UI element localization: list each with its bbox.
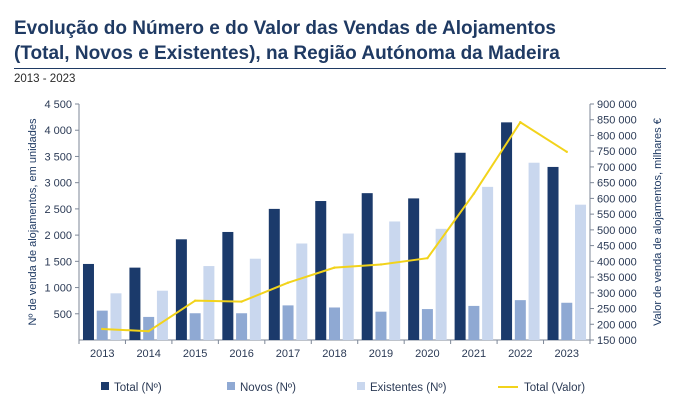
y-left-tick-label: 4 000 bbox=[44, 125, 72, 137]
bar-total-n-2021 bbox=[454, 152, 466, 340]
bar-novos-n-2019 bbox=[375, 311, 387, 340]
title-divider bbox=[14, 68, 666, 69]
bar-total-n-2019 bbox=[361, 193, 373, 340]
line-point-2014 bbox=[147, 329, 150, 333]
bar-existentes-n-2020 bbox=[435, 228, 447, 340]
y-right-tick-label: 500 000 bbox=[597, 225, 637, 237]
bar-total-n-2020 bbox=[408, 198, 420, 340]
bar-total-n-2023 bbox=[547, 166, 559, 340]
line-point-2013 bbox=[101, 327, 104, 331]
legend-swatch-0 bbox=[101, 382, 109, 390]
chart-line bbox=[101, 121, 568, 333]
x-tick-label: 2020 bbox=[415, 348, 439, 360]
bar-existentes-n-2017 bbox=[296, 243, 308, 340]
bar-novos-n-2013 bbox=[96, 310, 108, 340]
y-right-tick-label: 400 000 bbox=[597, 256, 637, 268]
line-point-2017 bbox=[286, 281, 290, 284]
bar-existentes-n-2019 bbox=[389, 221, 401, 340]
bar-existentes-n-2015 bbox=[203, 266, 215, 340]
legend-label-total-valor: Total (Valor) bbox=[524, 382, 585, 394]
y-right-tick-label: 150 000 bbox=[597, 335, 637, 347]
bar-novos-n-2015 bbox=[189, 313, 201, 340]
y-right-tick-label: 700 000 bbox=[597, 162, 637, 174]
bar-novos-n-2022 bbox=[514, 300, 526, 340]
y-left-tick-label: 2 500 bbox=[44, 204, 72, 216]
bar-novos-n-2018 bbox=[329, 307, 340, 340]
y-right-axis-title: Valor de venda de alojamentos, milhares … bbox=[652, 118, 664, 326]
y-right-tick-label: 200 000 bbox=[597, 319, 637, 331]
bar-total-n-2016 bbox=[222, 231, 234, 340]
bar-existentes-n-2013 bbox=[110, 293, 122, 340]
chart-subtitle: 2013 - 2023 bbox=[14, 73, 76, 85]
chart-bars bbox=[82, 122, 587, 340]
x-tick-label: 2019 bbox=[369, 348, 393, 360]
bar-existentes-n-2018 bbox=[342, 233, 354, 340]
x-tick-label: 2023 bbox=[555, 348, 579, 360]
bar-novos-n-2021 bbox=[468, 305, 480, 340]
y-left-tick-label: 1 500 bbox=[44, 256, 72, 268]
line-point-2019 bbox=[379, 263, 383, 266]
line-point-2022 bbox=[519, 121, 522, 124]
legend-label-0: Total (Nº) bbox=[114, 382, 162, 394]
y-right-tick-label: 600 000 bbox=[597, 193, 637, 205]
y-left-axis-title: Nº de venda de alojamentos, em unidades bbox=[27, 118, 39, 326]
y-left-tick-label: 2 000 bbox=[44, 230, 72, 242]
legend-swatch-1 bbox=[227, 382, 235, 390]
bar-novos-n-2017 bbox=[282, 305, 294, 340]
y-left-tick-label: 3 500 bbox=[44, 151, 72, 163]
x-tick-label: 2013 bbox=[90, 348, 114, 360]
y-left-tick-label: 1 000 bbox=[44, 283, 72, 295]
line-point-2023 bbox=[565, 150, 568, 154]
bar-novos-n-2016 bbox=[236, 313, 248, 340]
y-right-tick-label: 350 000 bbox=[597, 272, 637, 284]
line-point-2021 bbox=[472, 192, 476, 195]
bar-existentes-n-2014 bbox=[156, 290, 168, 340]
y-right-tick-label: 250 000 bbox=[597, 304, 637, 316]
bar-total-n-2013 bbox=[82, 263, 94, 340]
bar-total-n-2014 bbox=[129, 267, 141, 340]
bar-total-n-2018 bbox=[315, 201, 327, 340]
y-right-tick-label: 650 000 bbox=[597, 178, 637, 190]
chart-title: Evolução do Número e do Valor das Vendas… bbox=[14, 16, 674, 66]
bar-novos-n-2023 bbox=[561, 302, 573, 340]
bar-existentes-n-2016 bbox=[249, 258, 261, 340]
line-total-valor bbox=[102, 121, 568, 333]
bar-novos-n-2014 bbox=[143, 316, 155, 340]
x-tick-label: 2014 bbox=[136, 348, 160, 360]
x-tick-label: 2018 bbox=[322, 348, 346, 360]
bar-total-n-2017 bbox=[268, 208, 280, 340]
legend-swatch-2 bbox=[357, 382, 365, 390]
y-left-tick-label: 4 500 bbox=[44, 99, 72, 111]
line-point-2015 bbox=[193, 299, 197, 302]
bar-novos-n-2020 bbox=[421, 309, 433, 340]
line-point-2018 bbox=[333, 266, 336, 269]
legend-label-1: Novos (Nº) bbox=[240, 382, 296, 394]
chart-legend: Total (Nº) Novos (Nº) Existentes (Nº) Total… bbox=[101, 382, 585, 394]
legend-label-2: Existentes (Nº) bbox=[370, 382, 447, 394]
y-right-tick-label: 550 000 bbox=[597, 209, 637, 221]
x-tick-label: 2015 bbox=[183, 348, 207, 360]
bar-existentes-n-2022 bbox=[528, 162, 540, 340]
bar-total-n-2022 bbox=[501, 122, 513, 340]
y-right-tick-label: 450 000 bbox=[597, 241, 637, 253]
x-tick-label: 2016 bbox=[229, 348, 253, 360]
x-tick-label: 2021 bbox=[462, 348, 486, 360]
bar-total-n-2015 bbox=[175, 239, 187, 340]
line-point-2016 bbox=[240, 300, 243, 303]
y-right-tick-label: 900 000 bbox=[597, 99, 637, 111]
x-tick-label: 2017 bbox=[276, 348, 300, 360]
bar-existentes-n-2023 bbox=[575, 204, 587, 340]
chart-title-line1: Evolução do Número e do Valor das Vendas… bbox=[14, 18, 556, 39]
y-right-tick-label: 850 000 bbox=[597, 115, 637, 127]
y-left-tick-label: 3 000 bbox=[44, 178, 72, 190]
y-right-tick-label: 750 000 bbox=[597, 146, 637, 158]
line-point-2020 bbox=[426, 256, 429, 260]
y-right-tick-label: 800 000 bbox=[597, 130, 637, 142]
y-left-tick-label: 500 bbox=[54, 309, 72, 321]
chart-title-line2: (Total, Novos e Existentes), na Região A… bbox=[14, 43, 560, 64]
x-tick-label: 2022 bbox=[508, 348, 532, 360]
bar-existentes-n-2021 bbox=[482, 186, 494, 340]
y-right-tick-label: 300 000 bbox=[597, 288, 637, 300]
